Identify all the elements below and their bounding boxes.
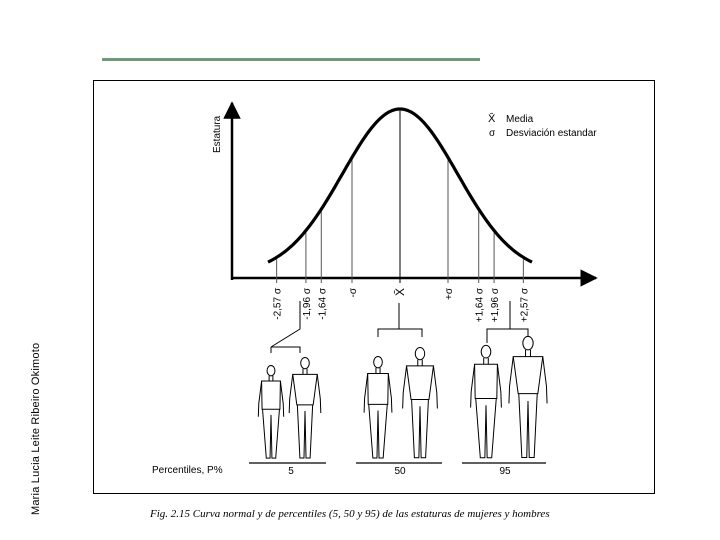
bracket-p50-top [377, 328, 423, 337]
man-figure-p50-part-0 [414, 346, 426, 361]
man-figure-p95-part-0 [522, 335, 534, 351]
woman-figure-p5-part-1 [261, 380, 281, 410]
woman-figure-p5 [257, 365, 285, 459]
sigma-label-3: -σ [348, 287, 359, 297]
percentile-label-5: 5 [288, 466, 294, 477]
sigma-label-7: +1,96 σ [490, 287, 501, 322]
woman-figure-p5-part-3 [257, 380, 285, 417]
sigma-label-1: -1,96 σ [302, 287, 313, 320]
sigma-labels: -2,57 σ -1,96 σ -1,64 σ -σ X̄ +σ +1,64 σ +1,96 … [273, 287, 531, 322]
sigma-label-5: +σ [444, 287, 455, 300]
side-author-credit: Maria Lucia Leite Ribeiro Okimoto [0, 0, 42, 540]
sigma-label-8: +2,57 σ [519, 287, 530, 322]
percentiles-label: Percentiles, P% [152, 465, 223, 476]
legend-sigma-label: Desviación estandar [506, 128, 597, 139]
man-figure-p50-part-2 [417, 359, 423, 366]
bracket-p95-top [486, 328, 529, 343]
man-figure-p95-part-2 [525, 349, 531, 357]
woman-figure-p50-part-2 [375, 367, 381, 374]
man-figure-p95-part-1 [512, 356, 544, 395]
percentile-label-95: 95 [499, 466, 511, 477]
woman-figure-p5-part-0 [266, 365, 276, 377]
man-figure-p50 [402, 346, 438, 459]
man-figure-p5-part-4 [296, 404, 314, 459]
woman-figure-p50-part-0 [373, 355, 383, 369]
man-figure-p50-part-1 [405, 365, 435, 401]
man-figure-p5-part-3 [288, 374, 322, 414]
figure-frame: Estatura -2,57 σ -1,96 σ -1,64 σ -σ X̄ +σ +1,6… [93, 80, 655, 494]
sigma-label-2: -1,64 σ [317, 287, 328, 320]
human-figures [257, 335, 548, 459]
sigma-label-4: X̄ [393, 288, 407, 296]
man-figure-p95-part-3 [508, 356, 548, 404]
woman-figure-p50-part-4 [368, 404, 388, 459]
woman-figure-p95-part-2 [483, 357, 489, 365]
woman-figure-p95-part-3 [470, 364, 502, 408]
sigma-label-6: +1,64 σ [475, 287, 486, 322]
man-figure-p95-part-4 [518, 393, 538, 459]
legend-sigma-symbol: σ [489, 128, 496, 139]
y-axis-label: Estatura [212, 115, 223, 153]
man-figure-p50-part-4 [411, 399, 429, 459]
sigma-label-0: -2,57 σ [273, 287, 284, 320]
man-figure-p50-part-3 [402, 365, 438, 409]
percentile-brackets [270, 301, 529, 353]
man-figure-p5-part-0 [300, 356, 310, 370]
author-name: Maria Lucia Leite Ribeiro Okimoto [30, 342, 42, 515]
woman-figure-p95 [470, 344, 502, 459]
man-figure-p5-part-2 [302, 368, 308, 375]
man-figure-p95 [508, 335, 548, 459]
woman-figure-p50-part-3 [363, 373, 393, 413]
woman-figure-p95-part-4 [475, 398, 497, 459]
legend-mean-label: Media [506, 114, 534, 125]
man-figure-p5-part-1 [292, 373, 318, 406]
legend: X̄ Media σ Desviación estandar [488, 112, 597, 139]
figure-caption: Fig. 2.15 Curva normal y de percentiles … [150, 508, 550, 520]
sigma-lines [276, 111, 524, 283]
man-figure-p5 [288, 356, 322, 459]
woman-figure-p5-part-2 [268, 375, 274, 382]
normal-curve [267, 107, 533, 264]
legend-mean-symbol: X̄ [488, 112, 496, 125]
woman-figure-p95-part-0 [480, 344, 492, 359]
title-rule [102, 58, 480, 61]
woman-figure-p50 [363, 355, 393, 459]
woman-figure-p50-part-1 [367, 372, 389, 405]
bracket-p5 [270, 301, 301, 348]
bracket-p5-top [271, 346, 301, 353]
normal-curve-figure: Estatura -2,57 σ -1,96 σ -1,64 σ -σ X̄ +σ +1,6… [152, 101, 598, 477]
woman-figure-p95-part-1 [474, 363, 498, 399]
woman-figure-p5-part-4 [262, 409, 280, 459]
percentile-label-50: 50 [394, 466, 406, 477]
